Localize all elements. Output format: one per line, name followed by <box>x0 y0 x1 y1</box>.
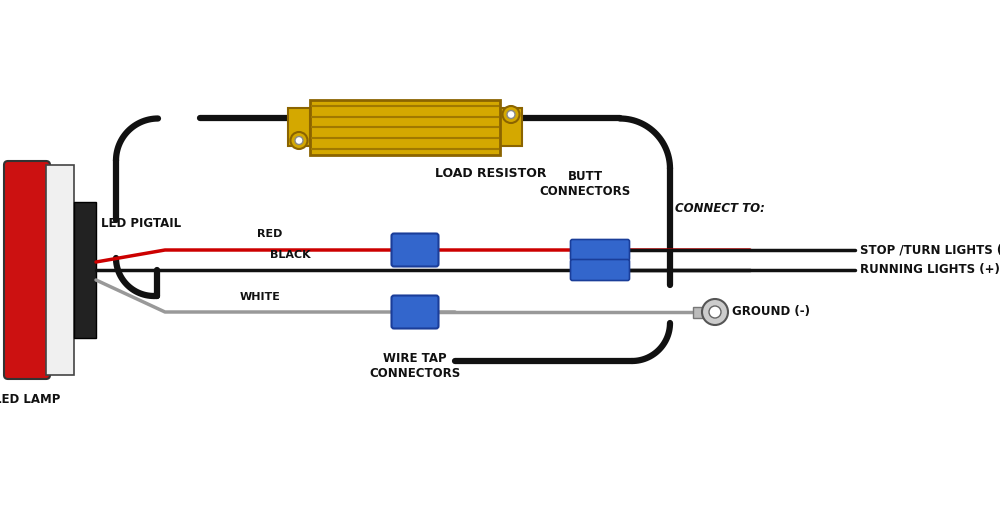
Text: LED LAMP: LED LAMP <box>0 393 60 406</box>
Bar <box>500 109 522 146</box>
Text: STOP /TURN LIGHTS (+): STOP /TURN LIGHTS (+) <box>860 243 1000 257</box>
Bar <box>46 165 74 375</box>
Bar <box>74 202 96 338</box>
Text: WHITE: WHITE <box>240 292 280 302</box>
Circle shape <box>507 110 515 119</box>
Text: WIRE TAP
CONNECTORS: WIRE TAP CONNECTORS <box>369 352 461 380</box>
Bar <box>310 100 500 155</box>
Bar <box>693 306 715 317</box>
Text: LOAD RESISTOR: LOAD RESISTOR <box>435 167 546 180</box>
FancyBboxPatch shape <box>570 240 630 261</box>
Text: BUTT
CONNECTORS: BUTT CONNECTORS <box>539 170 631 198</box>
Text: GROUND (-): GROUND (-) <box>732 305 810 319</box>
Text: RUNNING LIGHTS (+): RUNNING LIGHTS (+) <box>860 263 1000 277</box>
Circle shape <box>290 132 308 149</box>
Circle shape <box>295 137 303 145</box>
Text: BLACK: BLACK <box>270 250 310 260</box>
FancyBboxPatch shape <box>392 234 439 267</box>
FancyBboxPatch shape <box>4 161 50 379</box>
Text: RED: RED <box>257 229 283 239</box>
Text: LED PIGTAIL: LED PIGTAIL <box>101 217 181 231</box>
Circle shape <box>709 306 721 318</box>
Circle shape <box>702 299 728 325</box>
Bar <box>288 109 310 146</box>
FancyBboxPatch shape <box>570 260 630 280</box>
FancyBboxPatch shape <box>392 296 439 329</box>
Text: CONNECT TO:: CONNECT TO: <box>675 202 765 215</box>
Circle shape <box>503 106 520 123</box>
